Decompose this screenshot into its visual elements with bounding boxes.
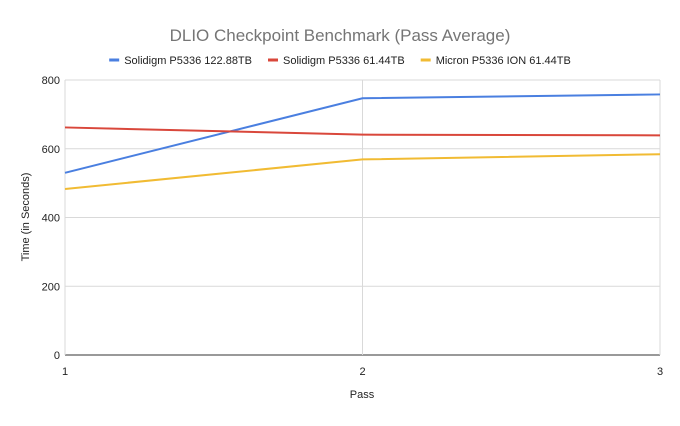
series-line-2 xyxy=(64,126,661,137)
series-line-3 xyxy=(64,153,661,190)
x-tick-label: 3 xyxy=(657,366,663,378)
legend-item-1: Solidigm P5336 122.88TB xyxy=(109,55,252,67)
y-tick-label: 600 xyxy=(42,144,60,156)
legend-label: Solidigm P5336 61.44TB xyxy=(283,55,405,67)
x-tick-label: 2 xyxy=(359,366,365,378)
x-tick-label: 1 xyxy=(62,366,68,378)
gridlines xyxy=(64,79,661,356)
series-line-1 xyxy=(64,93,661,174)
chart-title: DLIO Checkpoint Benchmark (Pass Average) xyxy=(170,26,511,45)
legend: Solidigm P5336 122.88TB Solidigm P5336 61… xyxy=(109,55,571,67)
legend-item-2: Solidigm P5336 61.44TB xyxy=(268,55,405,67)
x-axis-label: Pass xyxy=(350,389,375,401)
series-lines xyxy=(64,93,661,190)
x-axis-ticks: 1 2 3 xyxy=(62,366,663,378)
legend-label: Micron P5336 ION 61.44TB xyxy=(436,55,571,67)
legend-label: Solidigm P5336 122.88TB xyxy=(124,55,252,67)
y-axis-ticks: 0 200 400 600 800 xyxy=(42,75,60,362)
y-tick-label: 800 xyxy=(42,75,60,87)
y-tick-label: 400 xyxy=(42,213,60,225)
y-axis-label: Time (in Seconds) xyxy=(20,173,32,262)
y-tick-label: 200 xyxy=(42,281,60,293)
y-tick-label: 0 xyxy=(54,350,60,362)
legend-item-3: Micron P5336 ION 61.44TB xyxy=(420,55,571,67)
